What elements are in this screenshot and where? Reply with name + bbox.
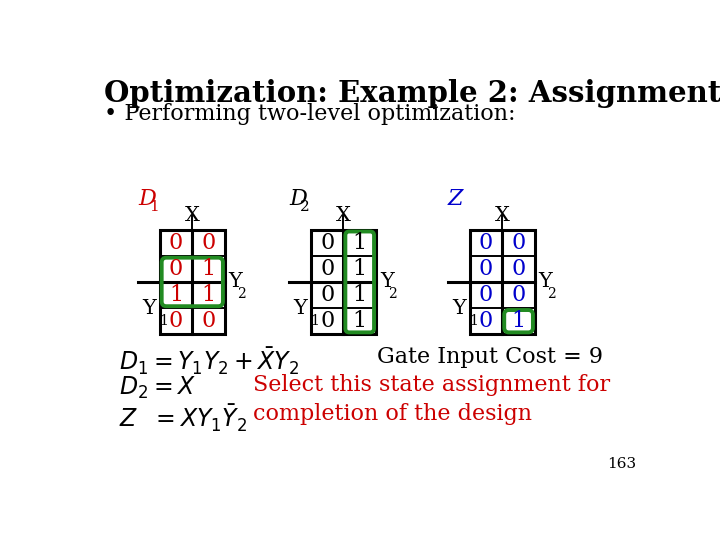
Text: 1: 1: [353, 232, 366, 254]
Text: completion of the design: completion of the design: [253, 403, 532, 425]
Text: X: X: [495, 206, 510, 225]
Text: 1: 1: [511, 310, 526, 332]
Text: 1: 1: [202, 284, 215, 306]
Text: Y: Y: [229, 273, 243, 292]
Text: 0: 0: [202, 232, 216, 254]
Text: 1: 1: [149, 200, 158, 214]
Text: Z: Z: [448, 187, 464, 210]
Text: 0: 0: [169, 258, 183, 280]
Text: 1: 1: [353, 310, 366, 332]
Bar: [160, 230, 225, 334]
Text: 0: 0: [511, 258, 526, 280]
Text: D: D: [289, 187, 307, 210]
Text: 0: 0: [320, 284, 334, 306]
Text: 2: 2: [300, 200, 310, 214]
Text: 0: 0: [479, 258, 493, 280]
Text: 0: 0: [479, 310, 493, 332]
Text: • Performing two-level optimization:: • Performing two-level optimization:: [104, 103, 516, 125]
Text: 1: 1: [159, 314, 168, 327]
Text: Optimization: Example 2: Assignment 2: Optimization: Example 2: Assignment 2: [104, 79, 720, 107]
Text: Select this state assignment for: Select this state assignment for: [253, 374, 610, 396]
Text: 1: 1: [353, 258, 366, 280]
Text: 2: 2: [547, 287, 556, 301]
Text: Y: Y: [539, 273, 552, 292]
Text: X: X: [185, 206, 199, 225]
Text: 0: 0: [320, 310, 334, 332]
Text: $D_1 = Y_1Y_2 + \bar{X}Y_2$: $D_1 = Y_1Y_2 + \bar{X}Y_2$: [120, 346, 300, 377]
Text: 163: 163: [607, 457, 636, 471]
Text: X: X: [336, 206, 351, 225]
Text: 0: 0: [202, 310, 216, 332]
Text: Gate Input Cost = 9: Gate Input Cost = 9: [377, 346, 603, 368]
Text: 2: 2: [238, 287, 246, 301]
Text: 1: 1: [169, 284, 183, 306]
Bar: [311, 230, 376, 334]
Text: 1: 1: [202, 258, 215, 280]
Text: $D_2 = X$: $D_2 = X$: [120, 374, 197, 401]
Text: 1: 1: [469, 314, 478, 327]
Text: 0: 0: [169, 310, 183, 332]
Bar: [469, 230, 535, 334]
Text: 0: 0: [320, 232, 334, 254]
Text: 0: 0: [320, 258, 334, 280]
Text: 0: 0: [511, 284, 526, 306]
Text: 1: 1: [310, 314, 319, 327]
Text: 0: 0: [479, 284, 493, 306]
Text: Y: Y: [380, 273, 394, 292]
Text: D: D: [138, 187, 156, 210]
Text: Y: Y: [452, 299, 466, 318]
Text: 0: 0: [479, 232, 493, 254]
Text: 2: 2: [388, 287, 397, 301]
Text: 1: 1: [353, 284, 366, 306]
Text: Y: Y: [293, 299, 307, 318]
Text: 0: 0: [169, 232, 183, 254]
Text: $Z\ \ = XY_1\bar{Y}_2$: $Z\ \ = XY_1\bar{Y}_2$: [120, 403, 248, 434]
Text: 0: 0: [511, 232, 526, 254]
Text: Y: Y: [142, 299, 156, 318]
